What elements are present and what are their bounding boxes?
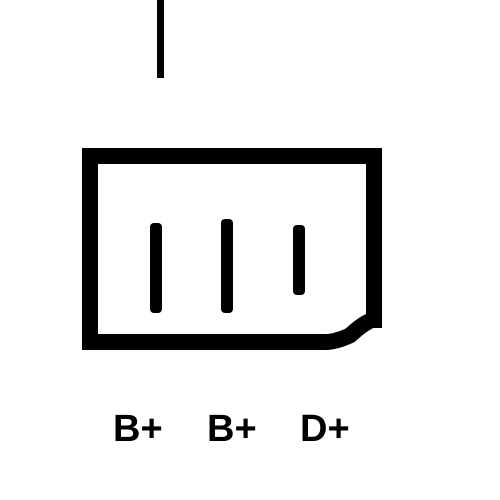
pin-label-1: B+ bbox=[113, 408, 163, 451]
pin-2 bbox=[221, 219, 233, 313]
pin-label-2: B+ bbox=[207, 408, 257, 451]
pin-1 bbox=[150, 223, 162, 313]
pin-label-3: D+ bbox=[300, 408, 350, 451]
pin-3 bbox=[293, 225, 305, 295]
